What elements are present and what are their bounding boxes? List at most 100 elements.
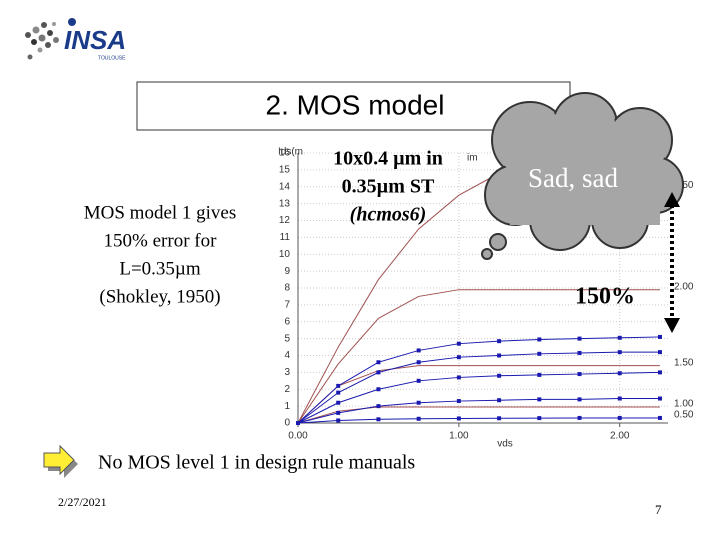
logo-name: INSA bbox=[64, 25, 126, 55]
thought-bubble: Sad, sad bbox=[481, 92, 684, 260]
data-point bbox=[416, 378, 421, 383]
data-point bbox=[336, 410, 341, 415]
body-line: (Shokley, 1950) bbox=[99, 286, 220, 307]
data-point bbox=[416, 360, 421, 365]
y-tick-label: 11 bbox=[280, 232, 291, 243]
series-line bbox=[297, 398, 660, 424]
x-tick-label: 2.00 bbox=[610, 431, 630, 442]
top-fragment: im bbox=[467, 153, 478, 164]
x-axis-label: vds bbox=[497, 439, 513, 450]
data-point bbox=[497, 373, 502, 378]
data-point bbox=[577, 350, 582, 355]
y-tick-label: 12 bbox=[279, 215, 291, 226]
series-line bbox=[297, 351, 660, 424]
data-point bbox=[617, 415, 622, 420]
data-point bbox=[617, 335, 622, 340]
data-point bbox=[657, 415, 662, 420]
y-tick-label: 4 bbox=[284, 350, 290, 361]
series-line bbox=[297, 336, 660, 424]
callout-line: 10x0.4 µm in bbox=[333, 148, 443, 170]
y-tick-label: 8 bbox=[284, 283, 290, 294]
x-tick-label: 0.00 bbox=[288, 431, 308, 442]
data-point bbox=[497, 398, 502, 403]
data-point bbox=[456, 375, 461, 380]
data-point bbox=[537, 397, 542, 402]
y-tick-label: 10 bbox=[279, 249, 291, 260]
data-point bbox=[416, 416, 421, 421]
data-point bbox=[577, 372, 582, 377]
body-line: MOS model 1 gives bbox=[84, 202, 237, 223]
body-line: L=0.35µm bbox=[119, 258, 201, 279]
data-point bbox=[456, 416, 461, 421]
data-point bbox=[617, 371, 622, 376]
data-point bbox=[296, 421, 300, 425]
data-point bbox=[577, 336, 582, 341]
series-line bbox=[297, 289, 660, 424]
data-point bbox=[456, 355, 461, 360]
callout-line: (hcmos6) bbox=[350, 204, 427, 226]
data-point bbox=[376, 387, 381, 392]
data-point bbox=[336, 418, 341, 423]
y-tick-label: 9 bbox=[284, 266, 290, 277]
data-point bbox=[657, 370, 662, 375]
data-point bbox=[617, 396, 622, 401]
data-point bbox=[497, 416, 502, 421]
y-tick-label: 2 bbox=[284, 384, 290, 395]
y-tick-label: 3 bbox=[284, 367, 290, 378]
data-point bbox=[537, 337, 542, 342]
error-arrow bbox=[664, 192, 680, 333]
data-point bbox=[336, 390, 341, 395]
data-point bbox=[416, 400, 421, 405]
y-tick-label: 15 bbox=[279, 165, 291, 176]
bubble-text: Sad, sad bbox=[528, 163, 618, 193]
data-point bbox=[497, 353, 502, 358]
data-point bbox=[376, 370, 381, 375]
data-point bbox=[336, 383, 341, 388]
series-line bbox=[297, 365, 660, 424]
data-point bbox=[657, 350, 662, 355]
data-point bbox=[336, 400, 341, 405]
y-tick-label: 5 bbox=[284, 333, 290, 344]
data-point bbox=[537, 372, 542, 377]
data-point bbox=[657, 396, 662, 401]
y-tick-label: 0 bbox=[284, 418, 290, 429]
data-point bbox=[376, 360, 381, 365]
data-point bbox=[537, 351, 542, 356]
page-number: 7 bbox=[655, 502, 662, 517]
x-tick-label: 1.00 bbox=[449, 431, 469, 442]
y-tick-label: 16 bbox=[279, 148, 291, 159]
error-label: 150% bbox=[575, 284, 635, 310]
callout: 10x0.4 µm in 0.35µm ST (hcmos6) bbox=[333, 148, 443, 226]
callout-line: 0.35µm ST bbox=[342, 176, 435, 198]
data-point bbox=[416, 348, 421, 353]
data-point bbox=[497, 339, 502, 344]
data-point bbox=[617, 350, 622, 355]
body-text: MOS model 1 gives 150% error for L=0.35µm (… bbox=[84, 202, 237, 307]
curve-label: 1.50 bbox=[674, 357, 694, 368]
date: 2/27/2021 bbox=[58, 495, 107, 509]
curve-label: 1.00 bbox=[674, 399, 694, 410]
y-tick-label: 13 bbox=[279, 198, 291, 209]
bullet-arrow bbox=[43, 444, 78, 478]
data-point bbox=[456, 341, 461, 346]
data-point bbox=[376, 404, 381, 409]
data-point bbox=[456, 399, 461, 404]
data-point bbox=[657, 334, 662, 339]
body-line: 150% error for bbox=[104, 230, 218, 251]
footer-note: No MOS level 1 in design rule manuals bbox=[98, 452, 415, 474]
data-point bbox=[577, 415, 582, 420]
series-line bbox=[297, 371, 660, 424]
y-tick-label: 7 bbox=[284, 300, 290, 311]
y-axis-label: Ids(m bbox=[278, 147, 303, 158]
slide-title: 2. MOS model bbox=[266, 89, 445, 120]
logo-city: TOULOUSE bbox=[98, 55, 126, 61]
data-point bbox=[577, 397, 582, 402]
logo: INSA TOULOUSE bbox=[25, 18, 126, 61]
y-tick-label: 14 bbox=[279, 181, 291, 192]
data-point bbox=[376, 417, 381, 422]
series-line bbox=[297, 417, 660, 424]
curve-label: 0.50 bbox=[674, 410, 694, 421]
data-point bbox=[537, 416, 542, 421]
curve-label: 2.00 bbox=[674, 281, 694, 292]
